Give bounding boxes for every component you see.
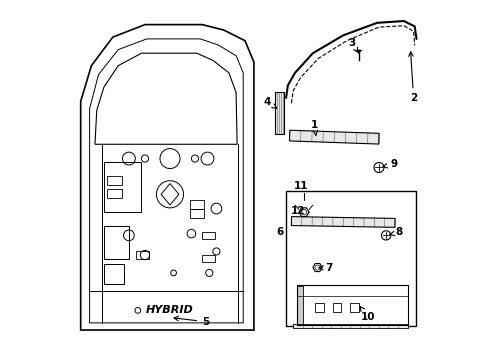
Bar <box>190 200 204 208</box>
Text: 1: 1 <box>311 120 318 136</box>
Bar <box>202 232 215 239</box>
Bar <box>104 162 142 212</box>
Bar <box>104 226 129 258</box>
Text: 2: 2 <box>409 52 417 103</box>
Polygon shape <box>292 217 395 228</box>
Text: 10: 10 <box>360 307 375 322</box>
Bar <box>297 286 302 324</box>
Text: 5: 5 <box>174 316 209 327</box>
Text: 11: 11 <box>294 181 309 191</box>
Bar <box>315 303 323 312</box>
Text: HYBRID: HYBRID <box>146 305 194 315</box>
Text: 8: 8 <box>390 228 403 237</box>
Bar <box>104 264 123 284</box>
Bar <box>136 251 148 258</box>
Bar <box>107 176 122 185</box>
Bar <box>107 189 122 198</box>
Bar <box>202 255 215 262</box>
Polygon shape <box>290 130 379 144</box>
Text: 4: 4 <box>264 97 277 108</box>
Text: 3: 3 <box>348 38 359 53</box>
Text: 12: 12 <box>291 206 305 216</box>
Polygon shape <box>275 93 284 134</box>
Polygon shape <box>293 324 408 328</box>
Bar <box>350 303 359 312</box>
Bar <box>286 191 416 327</box>
Text: 6: 6 <box>276 227 284 237</box>
Bar <box>190 208 204 217</box>
Bar <box>333 303 342 312</box>
Text: 7: 7 <box>319 263 333 273</box>
Text: 9: 9 <box>383 159 397 170</box>
